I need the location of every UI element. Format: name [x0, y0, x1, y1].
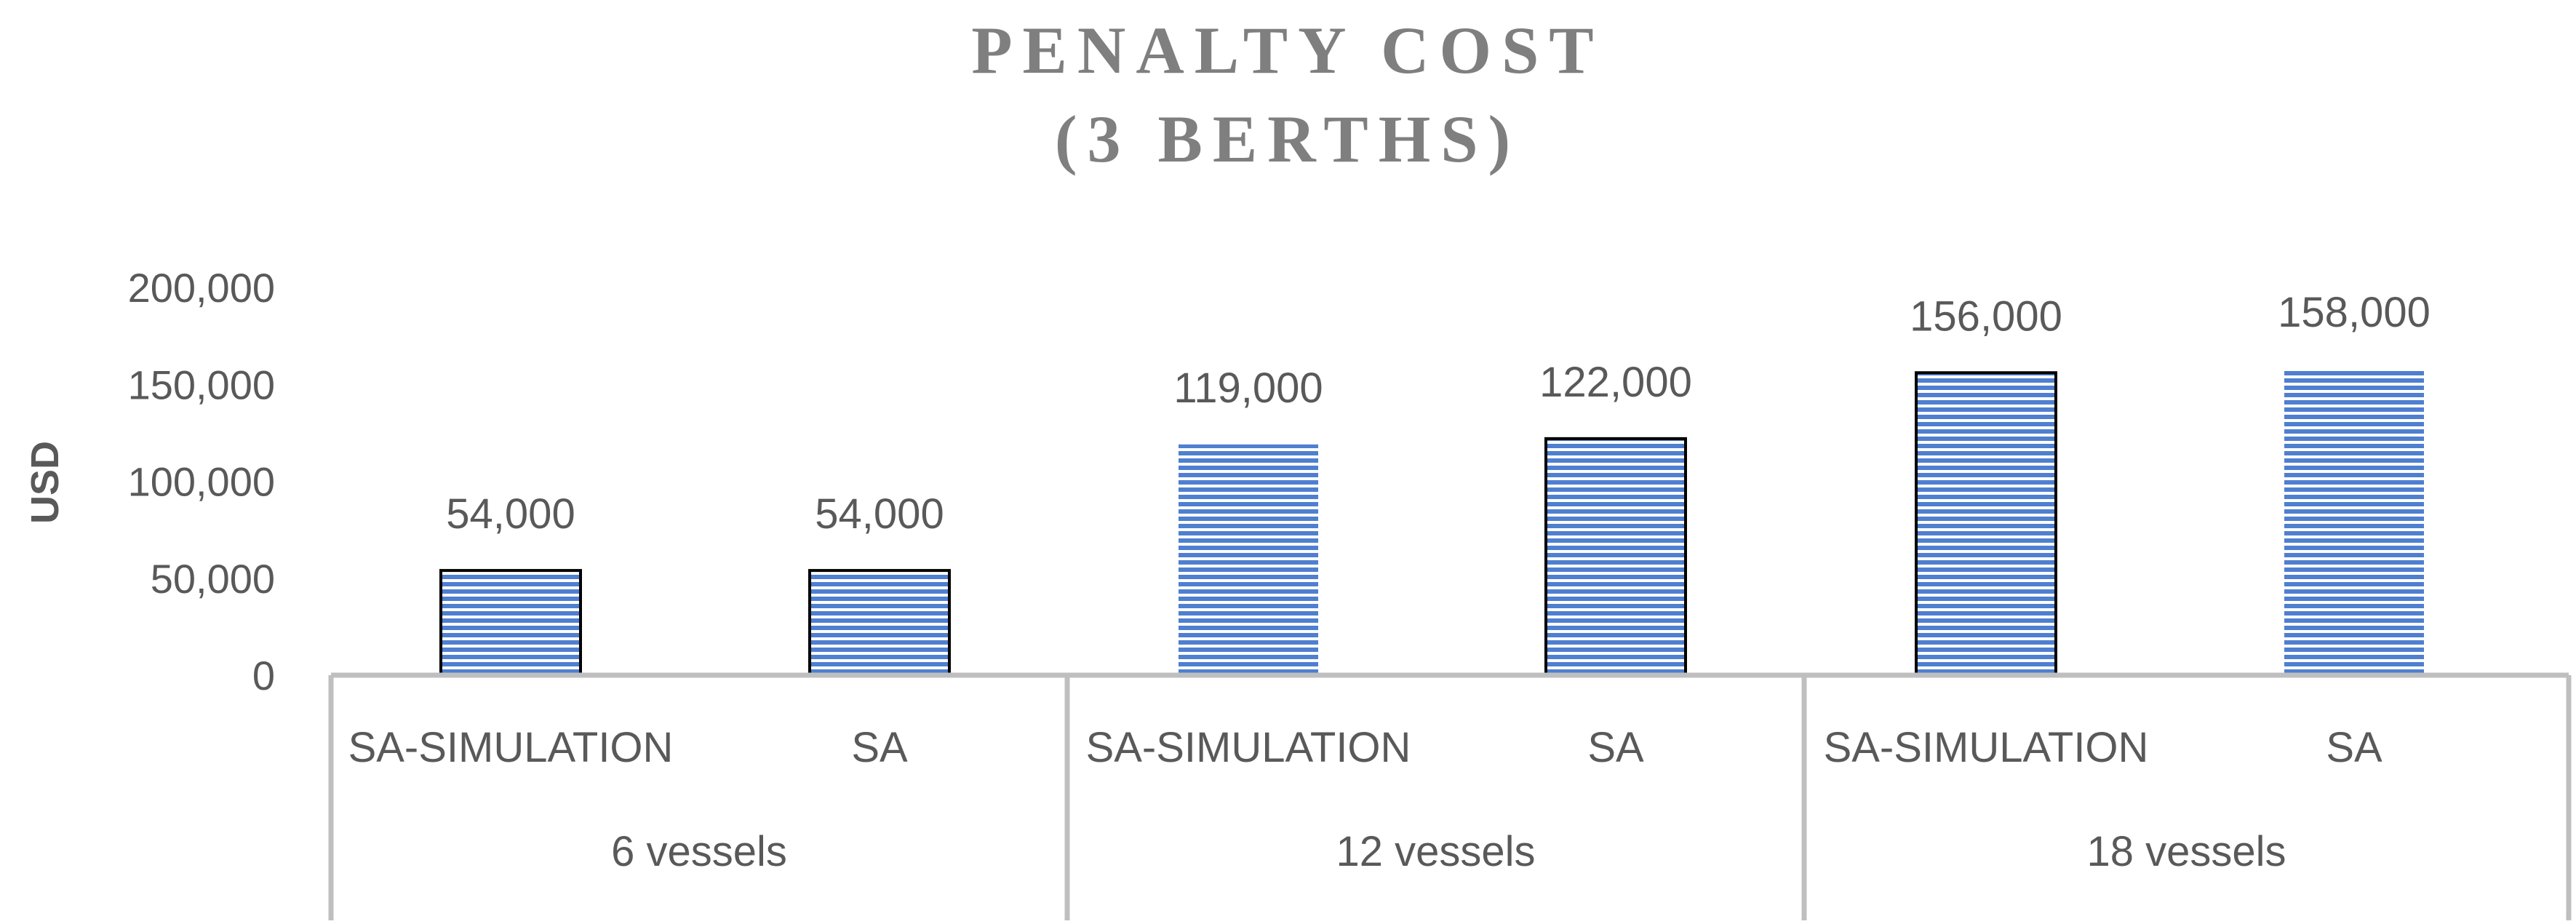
group-label: 18 vessels	[2086, 828, 2286, 875]
category-axis	[328, 672, 2572, 920]
group-label: 6 vessels	[611, 828, 787, 875]
bar	[1915, 371, 2057, 677]
chart-subtitle: (3 BERTHS)	[1055, 102, 1520, 176]
bar-series	[439, 368, 2424, 677]
bar	[1544, 437, 1687, 677]
chart-title-group: PENALTY COST (3 BERTHS)	[971, 13, 1603, 176]
category-tick-label: SA	[1587, 724, 1644, 771]
y-tick-label: 200,000	[128, 265, 275, 311]
y-tick-label: 150,000	[128, 362, 275, 407]
category-tick-label: SA-SIMULATION	[348, 724, 674, 771]
bar-data-label: 156,000	[1910, 292, 2062, 340]
bar	[2284, 368, 2424, 675]
bar	[439, 569, 582, 677]
category-tick-label: SA-SIMULATION	[1086, 724, 1411, 771]
bar-data-label: 122,000	[1539, 359, 1692, 406]
category-tick-label: SA	[2326, 724, 2382, 771]
bar-data-label: 119,000	[1173, 365, 1323, 412]
chart-title: PENALTY COST	[971, 13, 1603, 87]
bar-data-label: 54,000	[446, 490, 575, 538]
y-tick-label: 50,000	[151, 556, 275, 602]
bar-data-label: 54,000	[815, 490, 944, 538]
category-tick-label: SA-SIMULATION	[1824, 724, 2149, 771]
y-axis-label: USD	[23, 441, 67, 524]
y-tick-label: 100,000	[128, 459, 275, 505]
group-label: 12 vessels	[1336, 828, 1535, 875]
bar-data-label: 158,000	[2278, 289, 2431, 336]
category-tick-label: SA	[851, 724, 908, 771]
data-labels: 54,000 SA-SIMULATION 54,000 SA 119,000 SA-SIM…	[348, 289, 2431, 875]
bar	[808, 569, 951, 677]
y-axis-ticks: 0 50,000 100,000 150,000 200,000	[128, 265, 275, 698]
y-tick-label: 0	[252, 653, 275, 698]
bar	[1179, 444, 1318, 675]
